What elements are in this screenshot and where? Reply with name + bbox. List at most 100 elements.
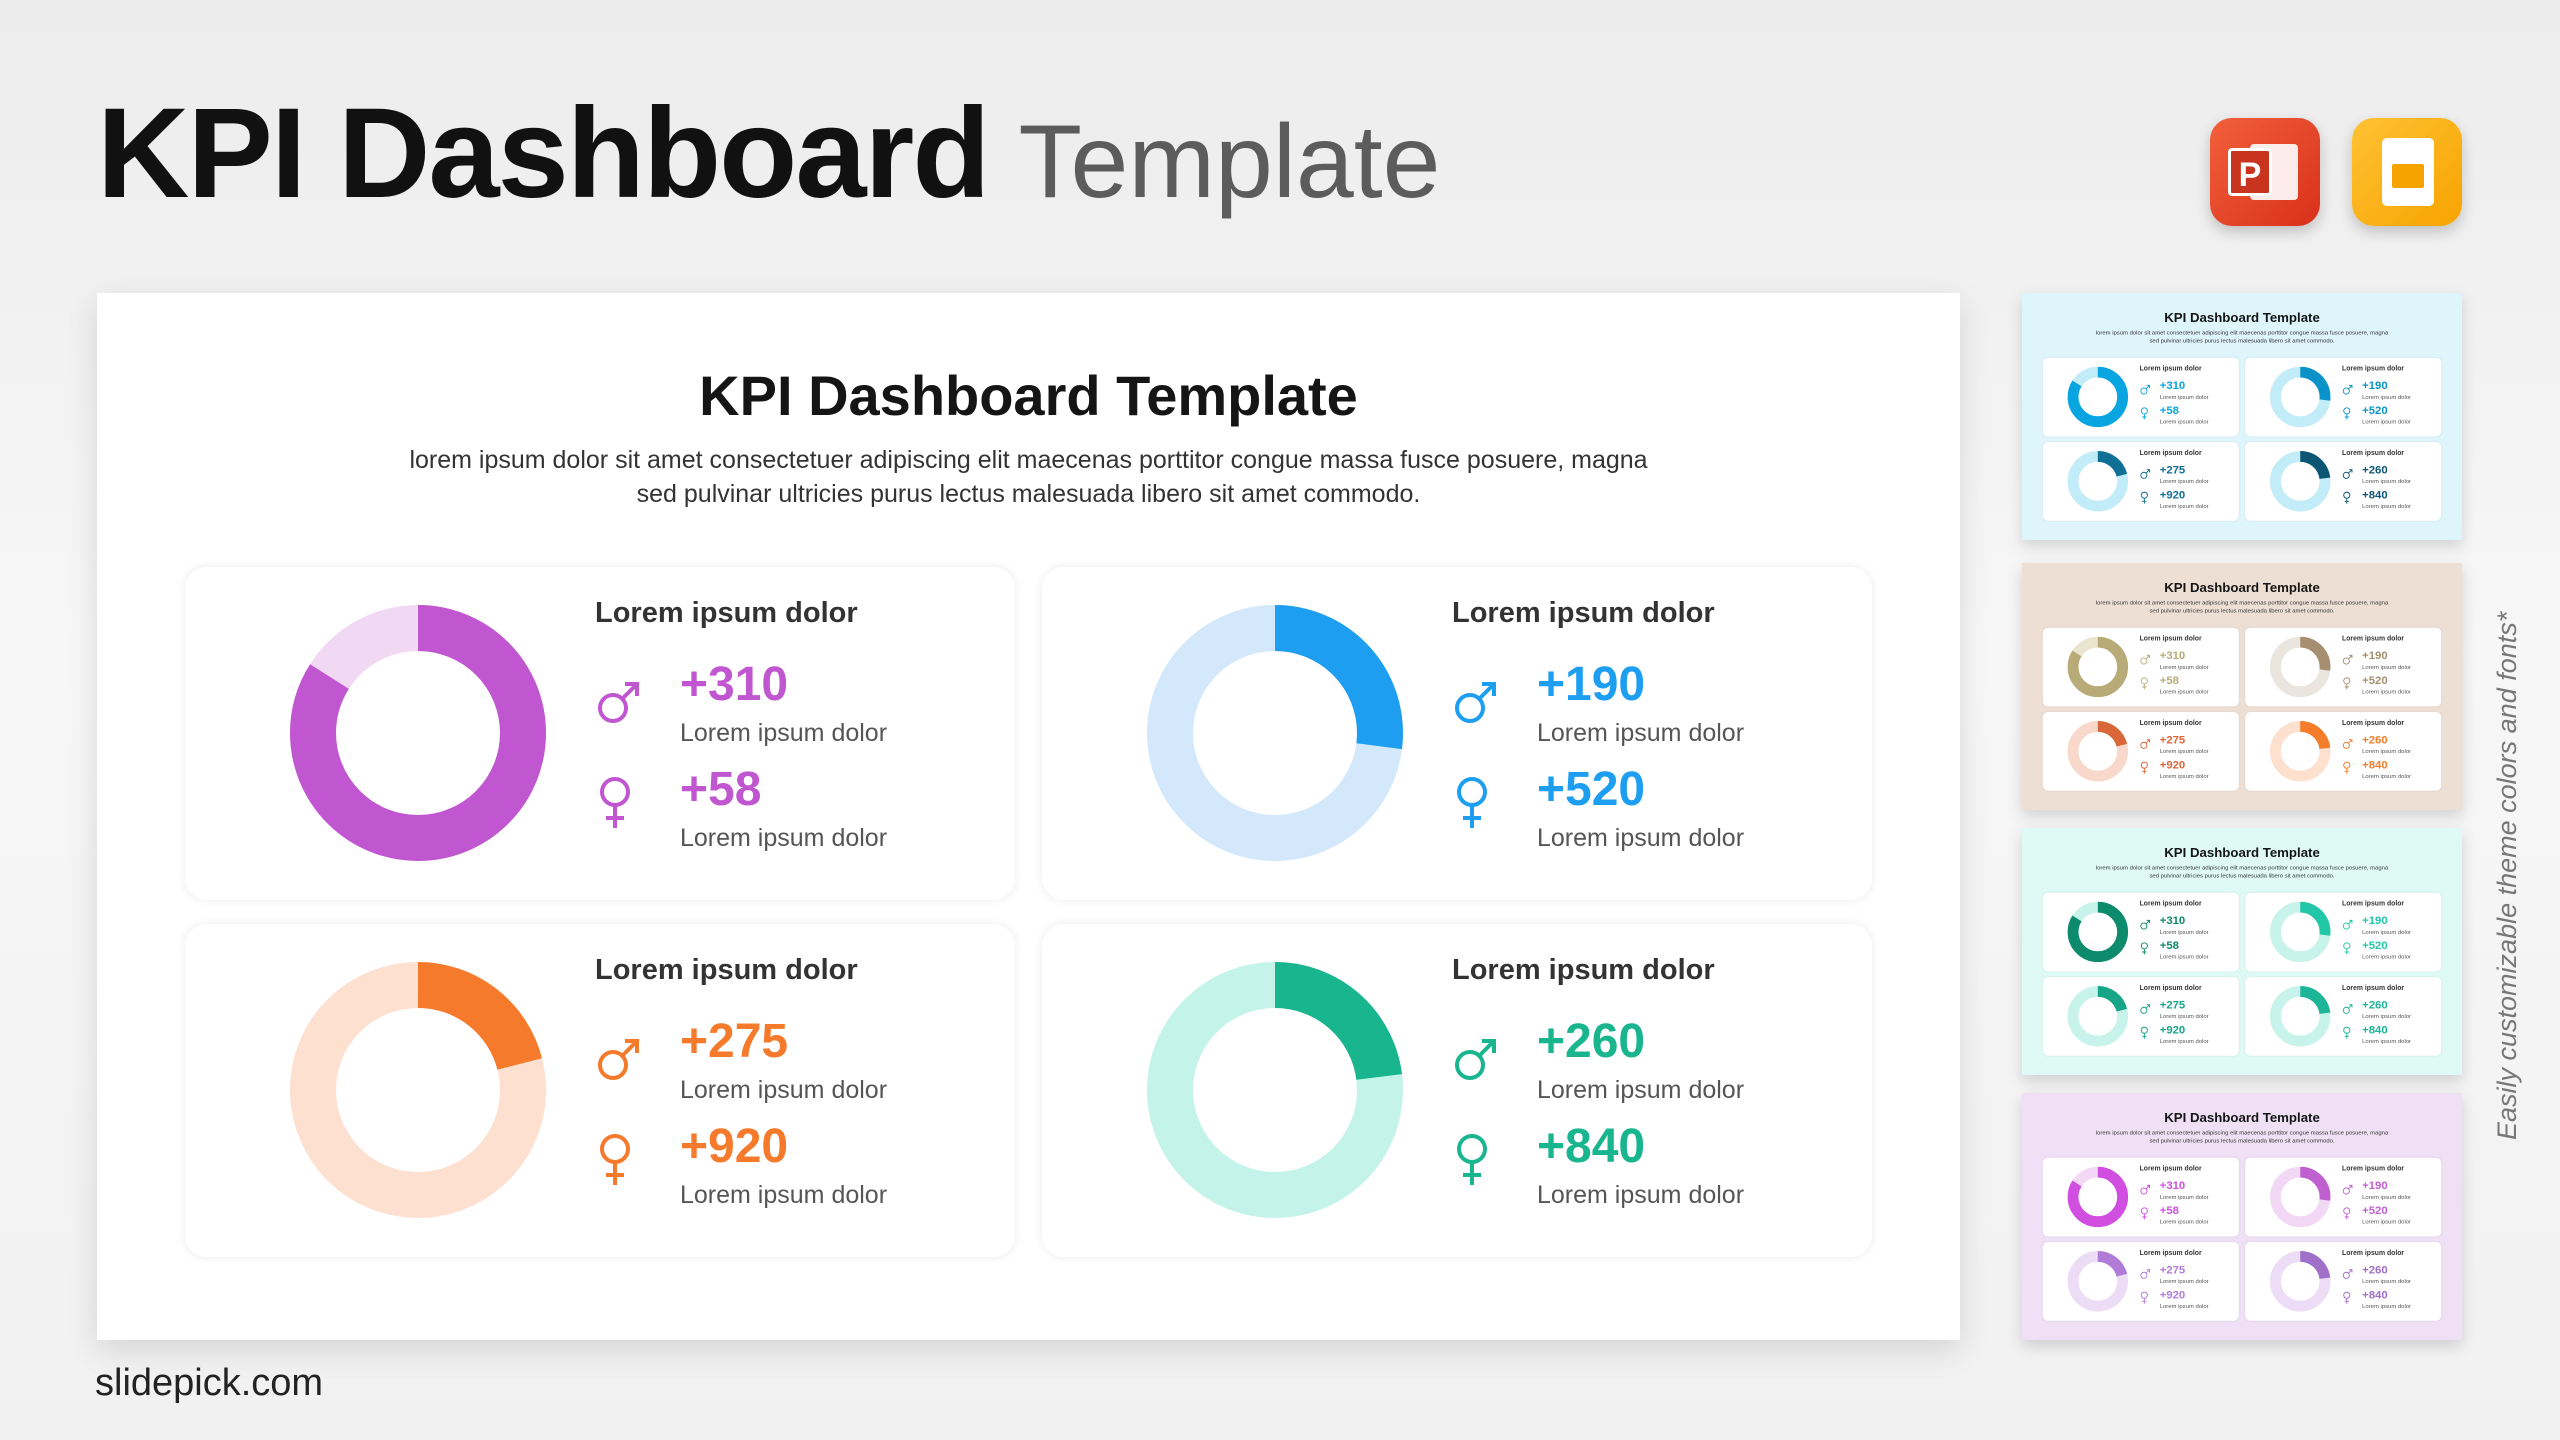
male-label: Lorem ipsum dolor xyxy=(680,719,888,747)
male-icon xyxy=(2342,1184,2353,1195)
female-label: Lorem ipsum dolor xyxy=(2159,1037,2209,1045)
female-icon xyxy=(2140,407,2148,420)
donut-chart xyxy=(2067,1251,2129,1312)
male-label: Lorem ipsum dolor xyxy=(2159,477,2209,485)
male-icon xyxy=(2140,469,2151,479)
donut-value-arc xyxy=(2067,721,2129,782)
male-icon xyxy=(2342,654,2353,665)
male-label: Lorem ipsum dolor xyxy=(2362,1012,2412,1020)
donut-value-arc xyxy=(2270,636,2331,698)
female-value: +840 xyxy=(2362,1023,2388,1036)
female-label: Lorem ipsum dolor xyxy=(2159,502,2209,510)
male-value: +190 xyxy=(2362,379,2388,392)
male-value: +260 xyxy=(2362,998,2388,1012)
female-icon xyxy=(2140,1207,2148,1220)
female-icon xyxy=(2140,677,2148,690)
donut-chart xyxy=(1147,962,1403,1218)
donut-value-arc xyxy=(2270,366,2331,428)
slide-subtitle: lorem ipsum dolor sit amet consectetuer … xyxy=(2095,599,2389,614)
donut-chart xyxy=(2270,986,2331,1047)
female-label: Lorem ipsum dolor xyxy=(2362,1037,2412,1045)
card-heading: Lorem ipsum dolor xyxy=(2342,719,2405,727)
card-heading: Lorem ipsum dolor xyxy=(2342,1164,2405,1173)
kpi-card: Lorem ipsum dolor +260 Lorem ipsum dolor… xyxy=(2245,1242,2442,1321)
main-slide-preview: KPI Dashboard Template lorem ipsum dolor… xyxy=(97,293,1960,1340)
female-label: Lorem ipsum dolor xyxy=(1537,1181,1745,1209)
donut-chart xyxy=(2067,1166,2129,1228)
theme-thumbnail[interactable]: KPI Dashboard Template lorem ipsum dolor… xyxy=(2022,293,2462,540)
theme-thumbnail[interactable]: KPI Dashboard Template lorem ipsum dolor… xyxy=(2022,828,2462,1075)
male-label: Lorem ipsum dolor xyxy=(2362,477,2412,485)
male-value: +190 xyxy=(1537,658,1646,711)
kpi-card: Lorem ipsum dolor +275 Lorem ipsum dolor… xyxy=(2042,977,2239,1056)
donut-chart xyxy=(1147,605,1403,861)
female-label: Lorem ipsum dolor xyxy=(2159,953,2209,961)
card-heading: Lorem ipsum dolor xyxy=(2342,634,2405,643)
female-value: +920 xyxy=(2159,1023,2186,1036)
male-icon xyxy=(2140,739,2151,749)
card-heading: Lorem ipsum dolor xyxy=(595,954,858,986)
kpi-card: Lorem ipsum dolor +260 Lorem ipsum dolor… xyxy=(1042,924,1872,1257)
male-label: Lorem ipsum dolor xyxy=(2159,393,2209,401)
kpi-card: Lorem ipsum dolor +310 Lorem ipsum dolor… xyxy=(2042,627,2239,707)
female-label: Lorem ipsum dolor xyxy=(2362,688,2412,696)
powerpoint-icon[interactable]: P xyxy=(2210,118,2320,226)
male-icon xyxy=(2140,654,2151,665)
female-icon xyxy=(2343,491,2351,504)
male-icon xyxy=(2140,384,2151,395)
female-label: Lorem ipsum dolor xyxy=(680,1181,888,1209)
female-label: Lorem ipsum dolor xyxy=(2362,1302,2412,1310)
female-value: +58 xyxy=(2159,404,2179,417)
kpi-card: Lorem ipsum dolor +310 Lorem ipsum dolor… xyxy=(2042,892,2239,972)
female-label: Lorem ipsum dolor xyxy=(2159,418,2209,426)
kpi-card: Lorem ipsum dolor +275 Lorem ipsum dolor… xyxy=(2042,712,2239,791)
male-icon xyxy=(1455,1039,1496,1080)
theme-thumbnail[interactable]: KPI Dashboard Template lorem ipsum dolor… xyxy=(2022,1093,2462,1340)
thumbnail-slide: KPI Dashboard Template lorem ipsum dolor… xyxy=(2022,563,2462,810)
donut-value-arc xyxy=(2270,721,2331,782)
female-label: Lorem ipsum dolor xyxy=(1537,824,1745,852)
donut-chart xyxy=(2270,366,2331,428)
male-label: Lorem ipsum dolor xyxy=(680,1076,888,1104)
kpi-card: Lorem ipsum dolor +190 Lorem ipsum dolor… xyxy=(1042,567,1872,900)
card-heading: Lorem ipsum dolor xyxy=(2139,449,2202,457)
card-heading: Lorem ipsum dolor xyxy=(2342,364,2405,373)
female-value: +840 xyxy=(2362,488,2388,501)
donut-chart xyxy=(2270,1166,2331,1228)
female-label: Lorem ipsum dolor xyxy=(2362,1218,2412,1226)
female-value: +920 xyxy=(2159,1288,2186,1301)
footer-brand[interactable]: slidepick.com xyxy=(95,1362,324,1404)
female-value: +920 xyxy=(2159,758,2186,771)
male-icon xyxy=(2140,919,2151,930)
slide-subtitle: lorem ipsum dolor sit amet consectetuer … xyxy=(2095,864,2389,879)
slide-subtitle: lorem ipsum dolor sit amet consectetuer … xyxy=(2095,1129,2389,1144)
donut-chart xyxy=(2270,1251,2331,1312)
female-value: +520 xyxy=(2362,674,2388,687)
female-label: Lorem ipsum dolor xyxy=(2362,418,2412,426)
donut-chart xyxy=(2067,986,2129,1047)
female-icon xyxy=(2140,1026,2148,1039)
female-label: Lorem ipsum dolor xyxy=(2159,1302,2209,1310)
card-heading: Lorem ipsum dolor xyxy=(2139,984,2202,992)
female-label: Lorem ipsum dolor xyxy=(680,824,888,852)
male-icon xyxy=(598,1039,639,1080)
male-icon xyxy=(2342,739,2353,749)
donut-chart xyxy=(290,962,546,1218)
kpi-card: Lorem ipsum dolor +260 Lorem ipsum dolor… xyxy=(2245,712,2442,791)
donut-chart xyxy=(2067,636,2129,698)
theme-thumbnail[interactable]: KPI Dashboard Template lorem ipsum dolor… xyxy=(2022,563,2462,810)
female-icon xyxy=(2343,677,2351,690)
male-value: +190 xyxy=(2362,1179,2388,1192)
kpi-card: Lorem ipsum dolor +260 Lorem ipsum dolor… xyxy=(2245,442,2442,521)
male-value: +190 xyxy=(2362,914,2388,927)
google-slides-icon[interactable] xyxy=(2352,118,2462,226)
kpi-card: Lorem ipsum dolor +275 Lorem ipsum dolor… xyxy=(185,924,1015,1257)
female-label: Lorem ipsum dolor xyxy=(2362,502,2412,510)
donut-value-arc xyxy=(2067,901,2129,963)
kpi-card: Lorem ipsum dolor +275 Lorem ipsum dolor… xyxy=(2042,442,2239,521)
female-icon xyxy=(1457,777,1487,828)
female-value: +520 xyxy=(2362,939,2388,952)
female-value: +840 xyxy=(2362,758,2388,771)
donut-chart xyxy=(2067,366,2129,428)
donut-value-arc xyxy=(290,605,546,861)
